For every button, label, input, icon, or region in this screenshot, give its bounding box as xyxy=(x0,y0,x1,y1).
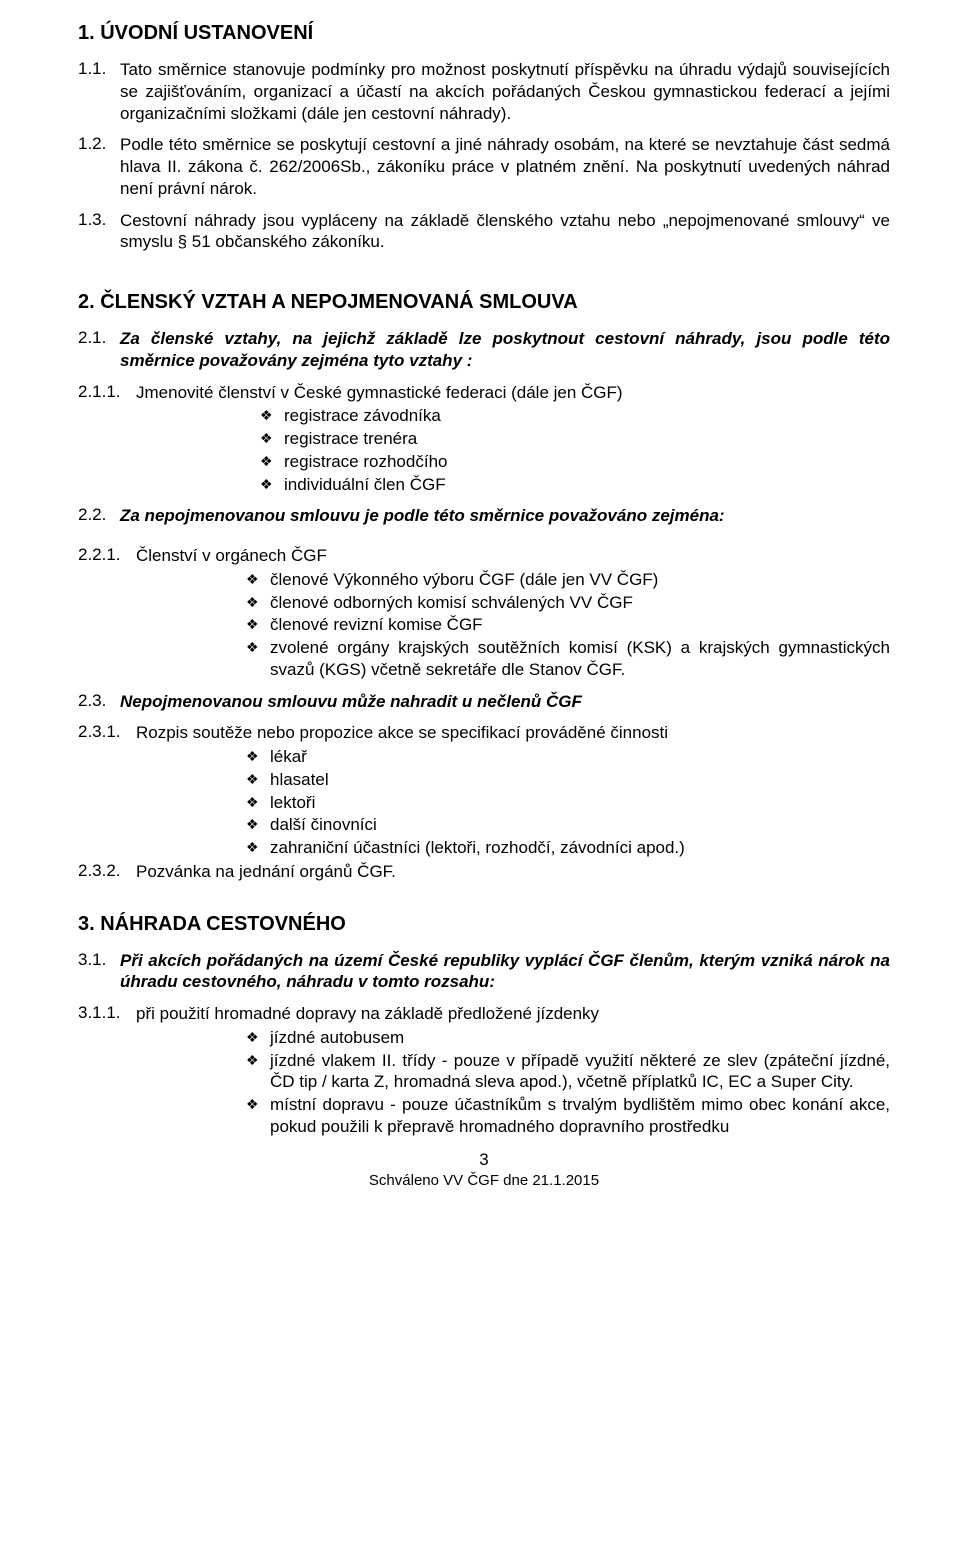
para-2-3-number: 2.3. xyxy=(78,691,120,713)
para-2-3-body: Nepojmenovanou smlouvu může nahradit u n… xyxy=(120,691,890,713)
bullet-text: zvolené orgány krajských soutěžních komi… xyxy=(270,637,890,681)
bullet-text: členové odborných komisí schválených VV … xyxy=(270,592,890,614)
para-3-1-body: Při akcích pořádaných na území České rep… xyxy=(120,950,890,994)
bullet-text: zahraniční účastníci (lektoři, rozhodčí,… xyxy=(270,837,890,859)
section-3-heading: 3. NÁHRADA CESTOVNÉHO xyxy=(78,913,890,936)
bullet-icon: ❖ xyxy=(246,837,270,857)
para-2-3-1-body: Rozpis soutěže nebo propozice akce se sp… xyxy=(136,722,890,744)
para-2-2-body: Za nepojmenovanou smlouvu je podle této … xyxy=(120,505,890,527)
para-2-2: 2.2. Za nepojmenovanou smlouvu je podle … xyxy=(78,505,890,527)
para-1-1-body: Tato směrnice stanovuje podmínky pro mož… xyxy=(120,59,890,124)
list-item: ❖členové odborných komisí schválených VV… xyxy=(246,592,890,614)
bullet-icon: ❖ xyxy=(246,792,270,812)
bullet-icon: ❖ xyxy=(246,637,270,657)
para-2-1-1: 2.1.1. Jmenovité členství v České gymnas… xyxy=(78,382,890,404)
bullet-icon: ❖ xyxy=(246,569,270,589)
section-1-heading: 1. ÚVODNÍ USTANOVENÍ xyxy=(78,22,890,45)
para-3-1: 3.1. Při akcích pořádaných na území Česk… xyxy=(78,950,890,994)
para-2-3: 2.3. Nepojmenovanou smlouvu může nahradi… xyxy=(78,691,890,713)
footer-approved: Schváleno VV ČGF dne 21.1.2015 xyxy=(78,1172,890,1189)
bullet-text: individuální člen ČGF xyxy=(284,474,890,496)
list-item: ❖jízdné vlakem II. třídy - pouze v přípa… xyxy=(246,1050,890,1094)
list-item: ❖hlasatel xyxy=(246,769,890,791)
bullet-icon: ❖ xyxy=(246,769,270,789)
para-1-3: 1.3. Cestovní náhrady jsou vypláceny na … xyxy=(78,210,890,254)
para-1-1-number: 1.1. xyxy=(78,59,120,124)
para-2-2-number: 2.2. xyxy=(78,505,120,527)
para-2-1-1-number: 2.1.1. xyxy=(78,382,136,404)
para-2-3-2-number: 2.3.2. xyxy=(78,861,136,883)
document-page: 1. ÚVODNÍ USTANOVENÍ 1.1. Tato směrnice … xyxy=(0,0,960,1551)
bullets-3-1-1: ❖jízdné autobusem ❖jízdné vlakem II. tří… xyxy=(78,1027,890,1138)
bullets-2-1-1: ❖registrace závodníka ❖registrace trenér… xyxy=(78,405,890,495)
para-2-1-number: 2.1. xyxy=(78,328,120,372)
para-2-3-2: 2.3.2. Pozvánka na jednání orgánů ČGF. xyxy=(78,861,890,883)
list-item: ❖členové Výkonného výboru ČGF (dále jen … xyxy=(246,569,890,591)
list-item: ❖registrace rozhodčího xyxy=(260,451,890,473)
bullet-icon: ❖ xyxy=(246,1027,270,1047)
para-3-1-1-body: při použití hromadné dopravy na základě … xyxy=(136,1003,890,1025)
para-3-1-1: 3.1.1. při použití hromadné dopravy na z… xyxy=(78,1003,890,1025)
para-2-2-1-body: Členství v orgánech ČGF xyxy=(136,545,890,567)
para-2-1-body: Za členské vztahy, na jejichž základě lz… xyxy=(120,328,890,372)
bullet-text: členové Výkonného výboru ČGF (dále jen V… xyxy=(270,569,890,591)
list-item: ❖lektoři xyxy=(246,792,890,814)
bullet-text: jízdné autobusem xyxy=(270,1027,890,1049)
para-2-3-2-body: Pozvánka na jednání orgánů ČGF. xyxy=(136,861,890,883)
list-item: ❖lékař xyxy=(246,746,890,768)
para-2-3-1-number: 2.3.1. xyxy=(78,722,136,744)
bullets-2-3-1: ❖lékař ❖hlasatel ❖lektoři ❖další činovní… xyxy=(78,746,890,859)
list-item: ❖další činovníci xyxy=(246,814,890,836)
list-item: ❖individuální člen ČGF xyxy=(260,474,890,496)
list-item: ❖členové revizní komise ČGF xyxy=(246,614,890,636)
list-item: ❖zvolené orgány krajských soutěžních kom… xyxy=(246,637,890,681)
bullet-icon: ❖ xyxy=(246,592,270,612)
para-1-2: 1.2. Podle této směrnice se poskytují ce… xyxy=(78,134,890,199)
bullet-text: lektoři xyxy=(270,792,890,814)
bullet-text: registrace rozhodčího xyxy=(284,451,890,473)
bullet-icon: ❖ xyxy=(246,1094,270,1114)
list-item: ❖zahraniční účastníci (lektoři, rozhodčí… xyxy=(246,837,890,859)
bullet-icon: ❖ xyxy=(246,1050,270,1070)
para-2-2-1-number: 2.2.1. xyxy=(78,545,136,567)
bullet-icon: ❖ xyxy=(260,474,284,494)
bullet-text: lékař xyxy=(270,746,890,768)
bullet-icon: ❖ xyxy=(246,614,270,634)
para-2-2-1: 2.2.1. Členství v orgánech ČGF xyxy=(78,545,890,567)
bullet-text: registrace trenéra xyxy=(284,428,890,450)
list-item: ❖místní dopravu - pouze účastníkům s trv… xyxy=(246,1094,890,1138)
bullet-icon: ❖ xyxy=(260,451,284,471)
bullet-icon: ❖ xyxy=(246,814,270,834)
para-1-2-number: 1.2. xyxy=(78,134,120,199)
para-1-1: 1.1. Tato směrnice stanovuje podmínky pr… xyxy=(78,59,890,124)
para-3-1-1-number: 3.1.1. xyxy=(78,1003,136,1025)
bullets-2-2-1: ❖členové Výkonného výboru ČGF (dále jen … xyxy=(78,569,890,681)
bullet-text: hlasatel xyxy=(270,769,890,791)
para-3-1-number: 3.1. xyxy=(78,950,120,994)
bullet-text: jízdné vlakem II. třídy - pouze v případ… xyxy=(270,1050,890,1094)
list-item: ❖registrace trenéra xyxy=(260,428,890,450)
para-2-1: 2.1. Za členské vztahy, na jejichž zákla… xyxy=(78,328,890,372)
para-1-3-body: Cestovní náhrady jsou vypláceny na zákla… xyxy=(120,210,890,254)
para-2-1-1-body: Jmenovité členství v České gymnastické f… xyxy=(136,382,890,404)
para-2-3-1: 2.3.1. Rozpis soutěže nebo propozice akc… xyxy=(78,722,890,744)
bullet-icon: ❖ xyxy=(246,746,270,766)
bullet-text: další činovníci xyxy=(270,814,890,836)
para-1-2-body: Podle této směrnice se poskytují cestovn… xyxy=(120,134,890,199)
bullet-icon: ❖ xyxy=(260,405,284,425)
list-item: ❖jízdné autobusem xyxy=(246,1027,890,1049)
page-number: 3 xyxy=(78,1150,890,1170)
bullet-text: místní dopravu - pouze účastníkům s trva… xyxy=(270,1094,890,1138)
list-item: ❖registrace závodníka xyxy=(260,405,890,427)
section-2-heading: 2. ČLENSKÝ VZTAH A NEPOJMENOVANÁ SMLOUVA xyxy=(78,291,890,314)
bullet-text: registrace závodníka xyxy=(284,405,890,427)
para-1-3-number: 1.3. xyxy=(78,210,120,254)
bullet-text: členové revizní komise ČGF xyxy=(270,614,890,636)
bullet-icon: ❖ xyxy=(260,428,284,448)
